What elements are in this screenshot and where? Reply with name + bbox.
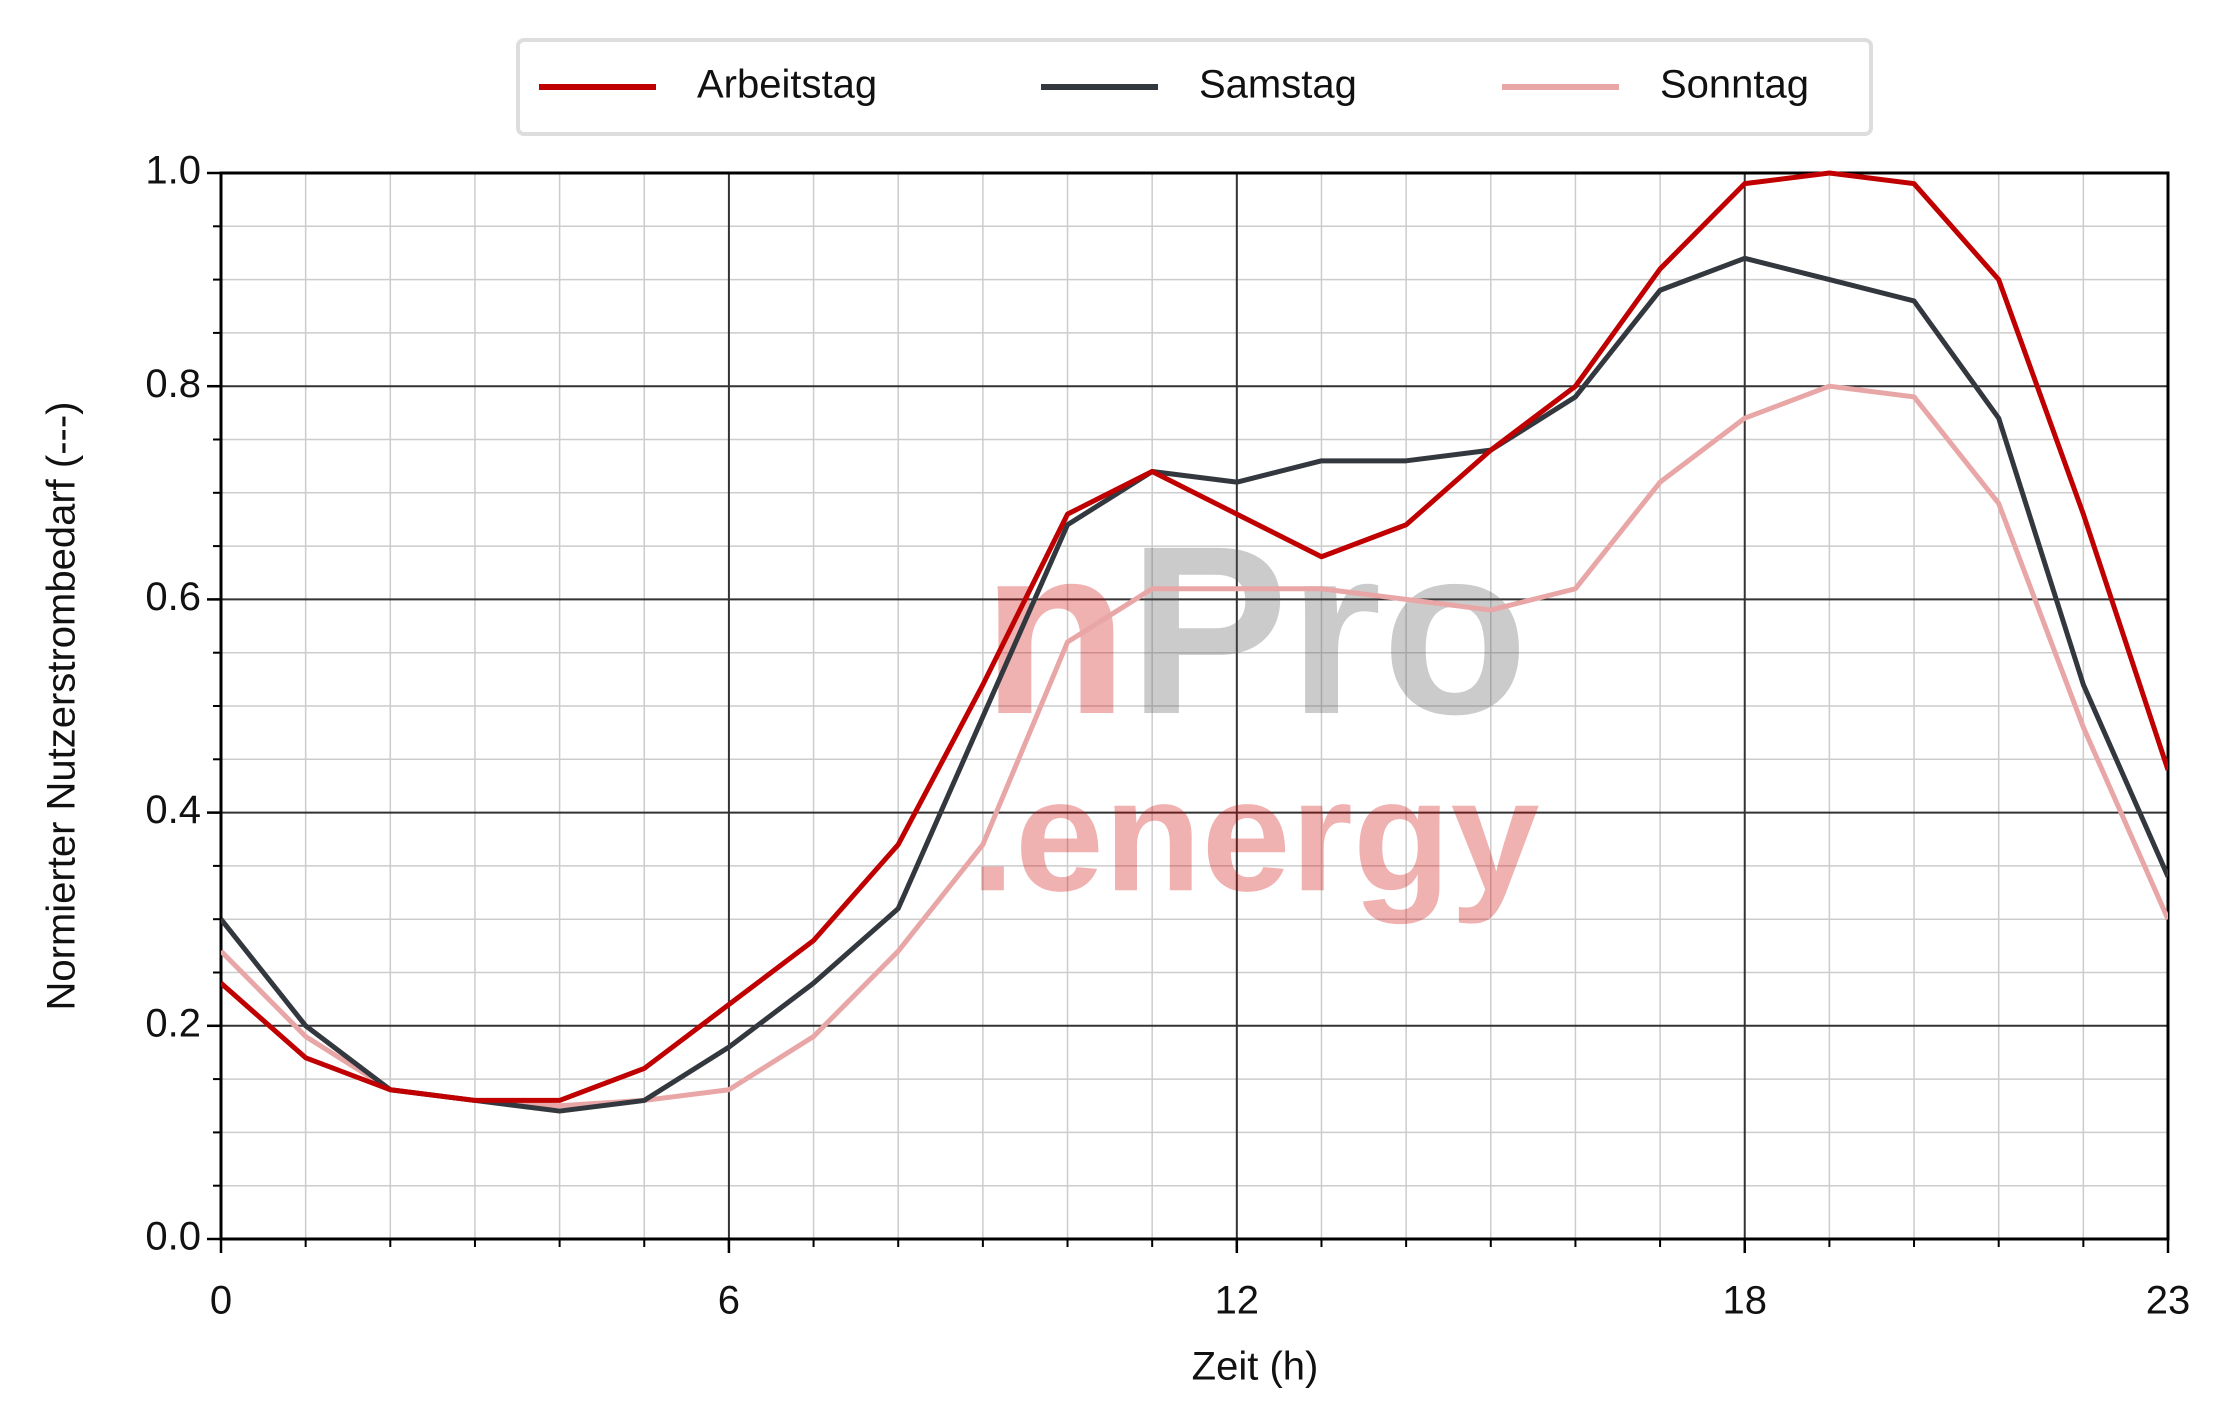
watermark-energy: .energy <box>970 745 1539 924</box>
watermark-pro: Pro <box>1128 496 1528 764</box>
x-axis-label: Zeit (h) <box>1192 1345 1319 1389</box>
x-tick-label: 0 <box>210 1279 232 1323</box>
y-tick-label: 0.6 <box>145 575 201 619</box>
x-tick-label: 12 <box>1215 1279 1260 1323</box>
y-tick-label: 0.4 <box>145 788 201 832</box>
y-tick-label: 0.8 <box>145 362 201 406</box>
x-tick-label: 6 <box>718 1279 740 1323</box>
y-axis-label: Normierter Nutzerstrombedarf (---) <box>40 402 84 1011</box>
watermark-text: nPro <box>982 496 1529 764</box>
series-line <box>221 255 2168 1114</box>
legend-box <box>516 38 1873 136</box>
x-tick-label: 18 <box>1722 1279 1767 1323</box>
legend-label: Sonntag <box>1660 63 1809 107</box>
y-tick-label: 0.2 <box>145 1001 201 1045</box>
y-tick-label: 1.0 <box>145 149 201 193</box>
legend-label: Arbeitstag <box>697 63 877 107</box>
x-tick-label: 23 <box>2146 1279 2191 1323</box>
watermark: nPro .energy <box>970 496 1539 924</box>
series-line <box>221 170 2168 1103</box>
y-tick-label: 0.0 <box>145 1215 201 1259</box>
legend-label: Samstag <box>1199 63 1357 107</box>
series-line <box>221 383 2168 1109</box>
plot-frame <box>219 171 2170 1241</box>
